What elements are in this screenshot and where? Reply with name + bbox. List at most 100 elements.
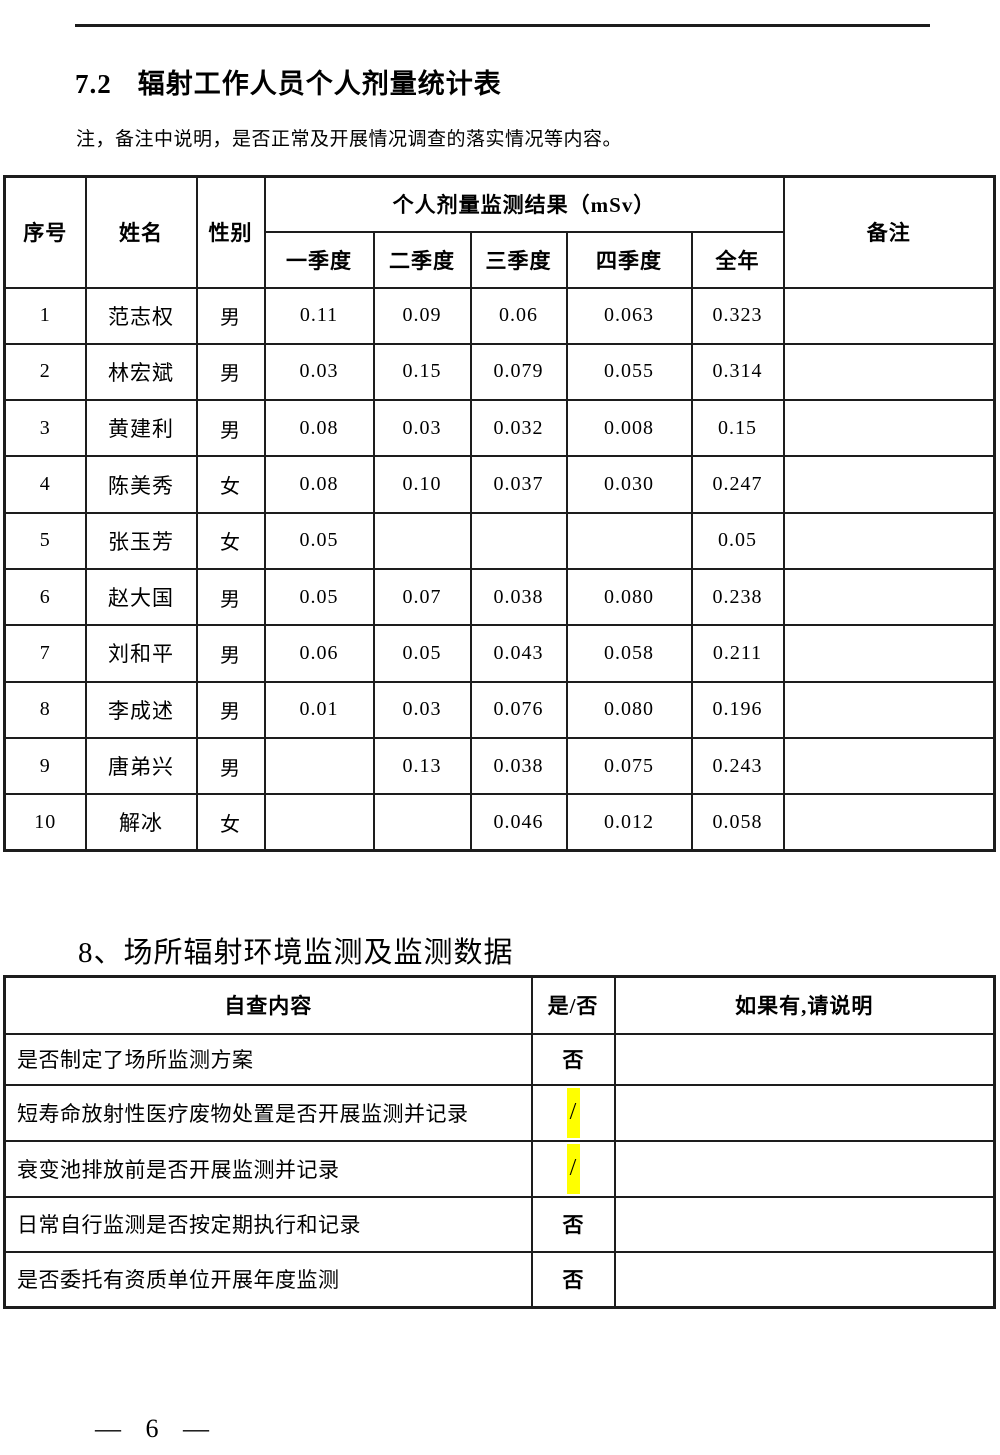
cell-q3: 0.06 <box>469 286 568 345</box>
cell-index: 7 <box>3 624 87 683</box>
col-header-q4: 四季度 <box>565 230 693 289</box>
cell-year: 0.15 <box>690 399 785 458</box>
answer-value: 否 <box>562 1268 584 1293</box>
cell-gender: 女 <box>195 511 266 570</box>
cell-q1 <box>263 736 375 796</box>
cell-q3: 0.046 <box>469 793 568 852</box>
cell-year: 0.323 <box>690 286 785 345</box>
monitor-table-row: 是否制定了场所监测方案 否 <box>3 1032 996 1086</box>
dose-table-row: 2 林宏斌 男 0.03 0.15 0.079 0.055 0.314 <box>3 342 996 402</box>
cell-year: 0.247 <box>690 455 785 514</box>
cell-answer: 否 <box>530 1250 616 1309</box>
answer-value: 否 <box>562 1048 584 1072</box>
section-8-title: 8、场所辐射环境监测及监测数据 <box>78 937 514 969</box>
cell-q3: 0.032 <box>469 399 568 458</box>
dose-table-row: 9 唐弟兴 男 0.13 0.038 0.075 0.243 <box>3 736 996 796</box>
dose-table-row: 5 张玉芳 女 0.05 0.05 <box>3 511 996 570</box>
cell-q2: 0.03 <box>372 680 472 739</box>
cell-q3: 0.076 <box>469 680 568 739</box>
cell-gender: 男 <box>195 399 266 458</box>
cell-q3 <box>469 511 568 570</box>
cell-name: 张玉芳 <box>84 511 198 570</box>
cell-name: 刘和平 <box>84 624 198 683</box>
cell-index: 8 <box>3 680 87 739</box>
cell-gender: 男 <box>195 680 266 739</box>
cell-year: 0.238 <box>690 567 785 627</box>
cell-q1: 0.11 <box>263 286 375 345</box>
col-header-gender: 性别 <box>195 175 266 289</box>
cell-remark <box>782 624 996 683</box>
dose-table-row: 1 范志权 男 0.11 0.09 0.06 0.063 0.323 <box>3 286 996 345</box>
cell-index: 9 <box>3 736 87 796</box>
cell-q1: 0.06 <box>263 624 375 683</box>
cell-index: 1 <box>3 286 87 345</box>
cell-q4: 0.012 <box>565 793 693 852</box>
cell-year: 0.243 <box>690 736 785 796</box>
cell-remark <box>782 399 996 458</box>
cell-q4: 0.055 <box>565 342 693 402</box>
cell-name: 黄建利 <box>84 399 198 458</box>
cell-explanation <box>613 1083 996 1142</box>
cell-q4: 0.030 <box>565 455 693 514</box>
cell-gender: 男 <box>195 736 266 796</box>
col-header-explanation: 如果有,请说明 <box>613 975 996 1035</box>
cell-explanation <box>613 1250 996 1309</box>
cell-question: 衰变池排放前是否开展监测并记录 <box>3 1139 533 1198</box>
dose-table-row: 8 李成述 男 0.01 0.03 0.076 0.080 0.196 <box>3 680 996 739</box>
dose-table-row: 7 刘和平 男 0.06 0.05 0.043 0.058 0.211 <box>3 624 996 683</box>
col-header-remark: 备注 <box>782 175 996 289</box>
section-title-text: 辐射工作人员个人剂量统计表 <box>137 69 502 99</box>
cell-q1: 0.01 <box>263 680 375 739</box>
cell-q1: 0.08 <box>263 455 375 514</box>
col-header-year: 全年 <box>690 230 785 289</box>
header-rule <box>75 24 930 27</box>
cell-year: 0.314 <box>690 342 785 402</box>
cell-question: 是否委托有资质单位开展年度监测 <box>3 1250 533 1309</box>
answer-value: / <box>566 1143 580 1194</box>
cell-gender: 男 <box>195 342 266 402</box>
cell-q4: 0.058 <box>565 624 693 683</box>
monitor-table-row: 日常自行监测是否按定期执行和记录 否 <box>3 1195 996 1253</box>
dose-table-row: 3 黄建利 男 0.08 0.03 0.032 0.008 0.15 <box>3 399 996 458</box>
cell-year: 0.05 <box>690 511 785 570</box>
cell-explanation <box>613 1032 996 1086</box>
cell-name: 唐弟兴 <box>84 736 198 796</box>
dose-table-row: 10 解冰 女 0.046 0.012 0.058 <box>3 793 996 852</box>
cell-explanation <box>613 1139 996 1198</box>
cell-index: 3 <box>3 399 87 458</box>
cell-name: 赵大国 <box>84 567 198 627</box>
col-header-name: 姓名 <box>84 175 198 289</box>
cell-q3: 0.037 <box>469 455 568 514</box>
cell-year: 0.211 <box>690 624 785 683</box>
monitor-table-row: 短寿命放射性医疗废物处置是否开展监测并记录 / <box>3 1083 996 1142</box>
cell-q2: 0.07 <box>372 567 472 627</box>
cell-remark <box>782 455 996 514</box>
cell-answer: 否 <box>530 1195 616 1253</box>
cell-gender: 男 <box>195 624 266 683</box>
cell-explanation <box>613 1195 996 1253</box>
monitor-table: 自查内容 是/否 如果有,请说明 是否制定了场所监测方案 否 短寿命放射性医疗废… <box>3 975 996 1309</box>
cell-q4: 0.075 <box>565 736 693 796</box>
cell-index: 10 <box>3 793 87 852</box>
cell-question: 短寿命放射性医疗废物处置是否开展监测并记录 <box>3 1083 533 1142</box>
col-header-q3: 三季度 <box>469 230 568 289</box>
cell-question: 日常自行监测是否按定期执行和记录 <box>3 1195 533 1253</box>
cell-answer: / <box>530 1083 616 1142</box>
cell-index: 2 <box>3 342 87 402</box>
cell-q4: 0.008 <box>565 399 693 458</box>
cell-index: 6 <box>3 567 87 627</box>
cell-q1: 0.05 <box>263 511 375 570</box>
section-number: 7.2 <box>75 69 112 99</box>
cell-index: 4 <box>3 455 87 514</box>
cell-remark <box>782 736 996 796</box>
dose-table-row: 6 赵大国 男 0.05 0.07 0.038 0.080 0.238 <box>3 567 996 627</box>
cell-q3: 0.038 <box>469 567 568 627</box>
monitor-table-row: 是否委托有资质单位开展年度监测 否 <box>3 1250 996 1309</box>
col-header-index: 序号 <box>3 175 87 289</box>
cell-q2: 0.09 <box>372 286 472 345</box>
cell-remark <box>782 511 996 570</box>
cell-q2: 0.13 <box>372 736 472 796</box>
cell-q2: 0.15 <box>372 342 472 402</box>
cell-remark <box>782 342 996 402</box>
